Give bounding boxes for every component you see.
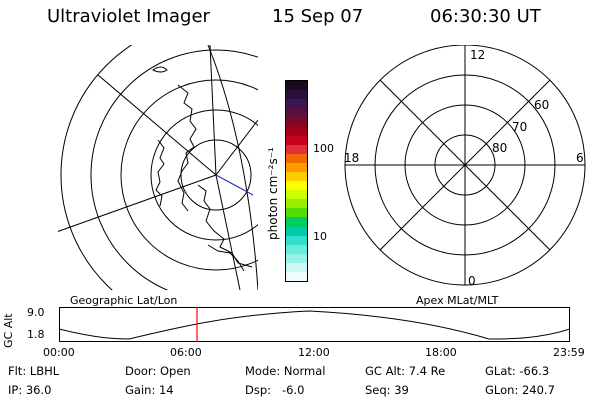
sun-direction-line	[215, 174, 254, 196]
lon-line-4	[209, 45, 217, 176]
colorbar-segment	[286, 126, 307, 136]
info-seq: Seq: 39	[365, 383, 409, 397]
colorbar-segment	[286, 244, 307, 254]
lat-circle-5	[60, 45, 133, 290]
colorbar-segment	[286, 190, 307, 200]
info-glat: GLat: -66.3	[485, 364, 550, 378]
colorbar-segment	[286, 81, 307, 91]
polar-mlat-mlt-plot: 12 18 6 0 60 70 80	[344, 45, 586, 288]
info-door: Door: Open	[125, 364, 191, 378]
colorbar-segment	[286, 271, 307, 282]
mlt-label-0: 0	[468, 274, 476, 288]
colorbar-segment	[286, 253, 307, 263]
timeline-ytick-high: 9.0	[27, 306, 45, 319]
info-gcalt: GC Alt: 7.4 Re	[365, 364, 446, 378]
view-boundary	[207, 45, 258, 290]
coastline-2	[155, 139, 165, 207]
lon-line-2	[58, 174, 217, 232]
lon-line-1	[97, 74, 217, 176]
colorbar-tick-10: 10	[313, 230, 327, 243]
colorbar-segment	[286, 117, 307, 127]
colorbar	[285, 80, 308, 282]
timeline-ylabel: GC Alt	[2, 313, 15, 348]
colorbar-segment	[286, 108, 307, 118]
colorbar-segment	[286, 90, 307, 100]
timeline-xtick-0000: 00:00	[43, 346, 75, 359]
colorbar-segment	[286, 226, 307, 236]
colorbar-segment	[286, 162, 307, 172]
mlat-label-70: 70	[512, 120, 527, 134]
lat-circle-1	[180, 139, 252, 211]
mlat-label-60: 60	[534, 98, 549, 112]
colorbar-segment	[286, 217, 307, 227]
timeline-ytick-low: 1.8	[27, 328, 45, 341]
colorbar-segment	[286, 181, 307, 191]
coastline-island	[152, 66, 168, 73]
altitude-timeline-plot	[59, 307, 570, 342]
colorbar-tick-100: 100	[313, 142, 334, 155]
info-dsp: Dsp: -6.0	[245, 383, 305, 397]
geographic-plot-label: Geographic Lat/Lon	[70, 294, 178, 307]
info-ip: IP: 36.0	[8, 383, 52, 397]
timeline-frame	[59, 307, 570, 342]
timeline-xtick-0600: 06:00	[170, 346, 202, 359]
info-mode: Mode: Normal	[245, 364, 326, 378]
polar-diagonal-2	[379, 79, 551, 251]
mlt-label-18: 18	[344, 151, 359, 165]
info-flt: Flt: LBHL	[8, 364, 60, 378]
colorbar-segment	[286, 171, 307, 182]
coastline-1	[177, 84, 197, 212]
mlt-label-12: 12	[470, 48, 485, 62]
lat-circle-4	[90, 49, 258, 290]
lat-circle-3	[120, 79, 258, 271]
instrument-title: Ultraviolet Imager	[47, 6, 210, 27]
colorbar-segment	[286, 144, 307, 154]
mlt-label-6: 6	[576, 151, 584, 165]
timeline-xtick-1200: 12:00	[298, 346, 330, 359]
info-gain: Gain: 14	[125, 383, 174, 397]
geographic-map-plot	[58, 45, 258, 290]
colorbar-segment	[286, 208, 307, 218]
colorbar-segment	[286, 153, 307, 163]
apex-plot-label: Apex MLat/MLT	[416, 294, 499, 307]
colorbar-segment	[286, 262, 307, 272]
colorbar-unit-label: photon cm⁻²s⁻¹	[266, 147, 280, 240]
mlat-label-80: 80	[492, 141, 507, 155]
coastline-3	[197, 184, 253, 268]
colorbar-segment	[286, 99, 307, 109]
date-label: 15 Sep 07	[272, 6, 364, 27]
coastline-4	[207, 244, 245, 272]
altitude-curve	[59, 310, 570, 340]
info-glon: GLon: 240.7	[485, 383, 555, 397]
timeline-xtick-1800: 18:00	[425, 346, 457, 359]
colorbar-segment	[286, 235, 307, 245]
colorbar-segment	[286, 199, 307, 209]
colorbar-segment	[286, 135, 307, 145]
time-label: 06:30:30 UT	[430, 6, 541, 27]
lon-line-5	[215, 119, 258, 176]
lat-circle-2	[150, 109, 258, 241]
lon-line-3	[215, 174, 241, 290]
timeline-xtick-2359: 23:59	[553, 346, 585, 359]
